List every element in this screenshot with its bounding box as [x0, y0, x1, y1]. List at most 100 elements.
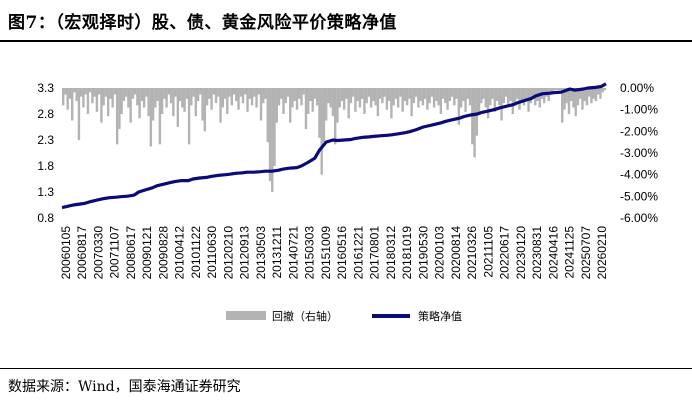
drawdown-bar: [334, 88, 337, 145]
nav-drawdown-chart: 3.3 2.8 2.3 1.8 1.3 0.8 0.00% -1.00% -2.00% -3.0…: [37, 81, 658, 323]
drawdown-bar: [340, 88, 344, 101]
drawdown-bar: [387, 88, 391, 101]
drawdown-bar: [255, 88, 258, 108]
drawdown-bar: [190, 88, 193, 106]
drawdown-bar: [320, 88, 323, 175]
drawdown-bar: [176, 88, 180, 127]
drawdown-bar: [106, 88, 110, 117]
drawdown-bar: [79, 88, 83, 97]
x-axis-tick: 20080617: [124, 226, 138, 280]
drawdown-bar: [259, 88, 263, 121]
drawdown-bar: [403, 88, 407, 101]
drawdown-bar: [313, 88, 317, 99]
drawdown-bar: [480, 88, 483, 104]
drawdown-bar: [129, 88, 132, 123]
drawdown-bar: [138, 88, 141, 119]
x-axis-tick: 20260210: [595, 226, 609, 280]
drawdown-bar: [556, 88, 559, 91]
drawdown-bar: [86, 88, 90, 114]
drawdown-bar: [475, 88, 479, 136]
drawdown-bar: [590, 88, 593, 104]
drawdown-bar: [167, 88, 171, 95]
x-axis-tick: 20071107: [108, 226, 122, 279]
x-axis-tick: 20200103: [433, 226, 447, 280]
drawdown-bar: [356, 88, 359, 101]
drawdown-bar: [345, 88, 348, 99]
drawdown-bar: [576, 88, 580, 106]
drawdown-bar: [498, 88, 501, 106]
drawdown-bar: [484, 88, 488, 108]
drawdown-bar: [349, 88, 353, 104]
drawdown-bar: [428, 88, 431, 104]
drawdown-bar: [592, 88, 595, 99]
drawdown-bar: [336, 88, 339, 123]
drawdown-bar: [192, 88, 195, 97]
drawdown-bar: [266, 88, 269, 143]
drawdown-bar: [73, 88, 76, 93]
drawdown-bar: [426, 88, 429, 110]
x-axis-tick: 20180312: [384, 226, 398, 280]
drawdown-bar: [482, 88, 485, 99]
drawdown-bar: [565, 88, 568, 104]
drawdown-bar: [187, 88, 191, 145]
drawdown-bar: [408, 88, 411, 99]
legend-nav-label: 策略净值: [418, 309, 462, 323]
drawdown-bar: [441, 88, 445, 99]
drawdown-bar: [374, 88, 377, 106]
drawdown-bar: [516, 88, 519, 99]
right-axis-tick: 0.00%: [620, 81, 654, 95]
drawdown-bar: [273, 88, 276, 166]
drawdown-bar: [455, 88, 458, 99]
drawdown-bar: [594, 88, 598, 101]
drawdown-bar: [477, 88, 481, 114]
drawdown-bar: [223, 88, 227, 99]
drawdown-bar: [396, 88, 400, 108]
drawdown-bar: [365, 88, 368, 104]
drawdown-bar: [464, 88, 467, 112]
drawdown-bar: [376, 88, 380, 117]
drawdown-bar: [142, 88, 146, 108]
drawdown-bar: [154, 88, 157, 108]
left-axis-tick: 2.8: [37, 107, 54, 121]
title-rule: [0, 40, 692, 42]
drawdown-bar: [163, 88, 166, 99]
drawdown-bar: [210, 88, 213, 110]
drawdown-bar: [257, 88, 260, 95]
drawdown-bar: [232, 88, 236, 95]
drawdown-bar: [291, 88, 294, 108]
left-axis-tick: 1.3: [37, 185, 54, 199]
drawdown-bar: [97, 88, 101, 95]
drawdown-bar: [298, 88, 301, 99]
drawdown-bar: [585, 88, 589, 106]
drawdown-bar: [149, 88, 153, 147]
drawdown-bar: [212, 88, 216, 95]
left-axis-tick: 0.8: [37, 211, 54, 225]
drawdown-bar: [88, 88, 92, 93]
drawdown-bar: [558, 88, 562, 91]
drawdown-bar: [199, 88, 202, 95]
drawdown-bar: [504, 88, 508, 97]
drawdown-bar: [372, 88, 375, 101]
drawdown-bar: [507, 88, 510, 108]
x-axis-tick: 20210326: [465, 226, 479, 280]
x-axis-tick: 20160516: [335, 226, 349, 280]
drawdown-bar: [104, 88, 108, 97]
x-axis-tick: 20241125: [563, 226, 577, 279]
drawdown-bar: [113, 88, 117, 95]
drawdown-bar: [316, 88, 319, 106]
drawdown-bar: [318, 88, 321, 138]
right-axis-tick: -6.00%: [620, 211, 658, 225]
drawdown-bar: [394, 88, 398, 99]
drawdown-bar: [351, 88, 355, 97]
drawdown-bar: [147, 88, 150, 117]
drawdown-bar: [543, 88, 546, 104]
drawdown-bar: [183, 88, 186, 112]
drawdown-bar: [181, 88, 184, 108]
drawdown-bar: [307, 88, 310, 114]
drawdown-bar: [264, 88, 267, 99]
drawdown-bar: [453, 88, 456, 106]
drawdown-bar: [300, 88, 303, 106]
drawdown-bar: [421, 88, 425, 106]
drawdown-bar: [529, 88, 532, 104]
drawdown-bar: [367, 88, 371, 97]
